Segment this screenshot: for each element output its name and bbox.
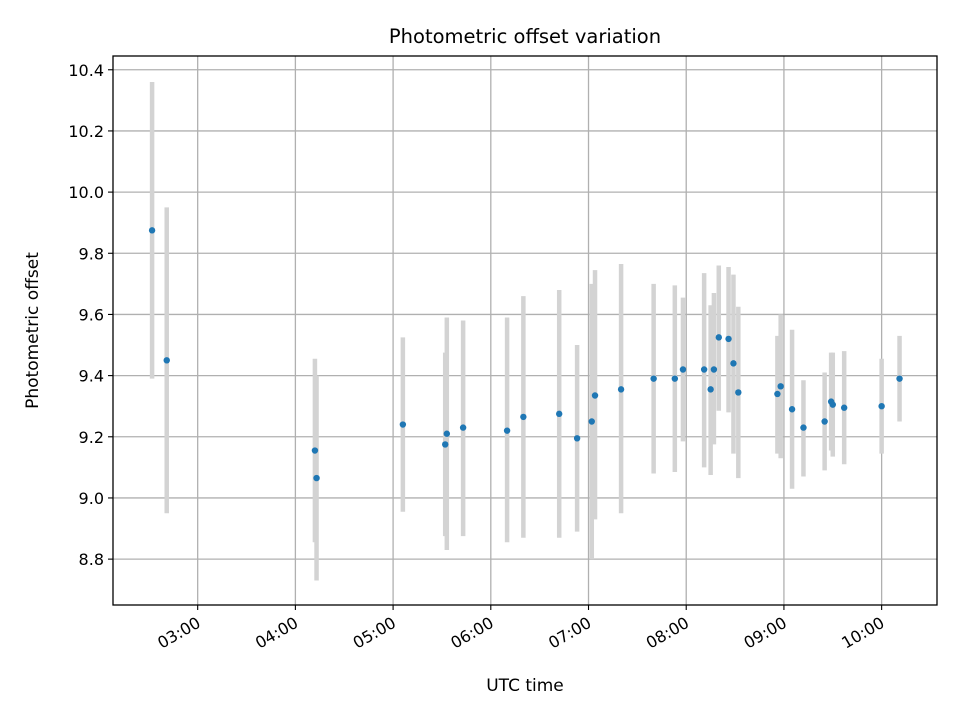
data-point xyxy=(840,404,848,411)
data-point xyxy=(735,389,742,396)
data-point xyxy=(730,360,737,367)
data-point xyxy=(573,435,581,442)
data-point xyxy=(588,418,595,425)
y-tick-label: 10.2 xyxy=(68,122,104,141)
data-point xyxy=(617,386,625,393)
y-tick-label: 9.2 xyxy=(79,428,104,447)
data-point xyxy=(399,421,407,428)
data-point xyxy=(710,366,718,373)
data-point xyxy=(503,427,511,434)
data-point xyxy=(459,424,467,431)
data-point xyxy=(442,441,449,448)
data-point xyxy=(148,227,156,234)
data-point xyxy=(774,390,781,398)
data-point xyxy=(555,410,563,418)
data-point xyxy=(725,335,732,343)
plot-frame xyxy=(112,55,938,606)
data-point xyxy=(896,375,903,382)
data-point xyxy=(829,401,836,408)
data-point xyxy=(313,474,320,482)
data-point xyxy=(443,430,451,437)
x-axis-label: UTC time xyxy=(486,676,564,696)
y-axis-ticks: 8.8 9.0 9.2 9.4 9.6 9.8 10.0 10.2 10.4 xyxy=(68,61,113,569)
data-point xyxy=(878,402,885,410)
y-tick-label: 9.6 xyxy=(79,305,104,324)
data-point xyxy=(671,375,679,382)
data-point xyxy=(800,424,807,431)
y-tick-label: 9.0 xyxy=(79,489,104,508)
data-point xyxy=(591,392,599,399)
y-tick-label: 10.4 xyxy=(68,61,104,80)
y-tick-label: 9.4 xyxy=(79,367,104,386)
data-point xyxy=(700,366,708,373)
data-point xyxy=(777,383,784,390)
data-point xyxy=(715,334,722,341)
y-axis-label: Photometric offset xyxy=(23,252,43,409)
y-tick-label: 8.8 xyxy=(79,550,104,569)
data-point xyxy=(520,413,527,421)
y-tick-label: 10.0 xyxy=(68,183,104,202)
data-point xyxy=(788,406,796,413)
y-tick-label: 9.8 xyxy=(79,244,104,263)
data-point xyxy=(707,386,714,393)
data-points xyxy=(148,227,903,482)
chart-title: Photometric offset variation xyxy=(389,25,661,48)
data-point xyxy=(650,375,657,382)
data-point xyxy=(821,418,828,425)
data-point xyxy=(163,357,170,364)
data-point xyxy=(679,366,687,373)
data-point xyxy=(311,447,319,454)
